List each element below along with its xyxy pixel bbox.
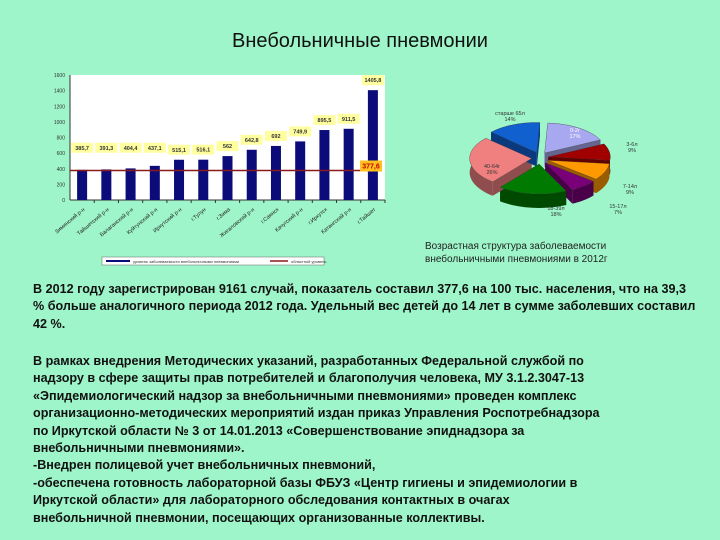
paragraph-line: организационно-методических мероприятий … [33,406,600,421]
y-tick-label: 200 [57,182,66,188]
data-label-bg [240,134,263,145]
pie-label: 3-6л [626,142,637,148]
data-label-bg [361,75,384,86]
pie-value-label: 7% [614,210,622,216]
bar [198,159,209,200]
pie-caption: Возрастная структура заболеваемости внеб… [425,241,608,265]
bar [222,156,233,200]
y-tick-label: 0 [62,198,65,204]
paragraph-line: по Иркутской области № 3 от 14.01.2013 «… [33,423,525,438]
paragraph-line: надзору в сфере защиты прав потребителей… [33,371,585,386]
bar [343,128,354,200]
bar-chart: 02004006008001000120014001600385,7Зиминс… [54,73,386,266]
x-tick-label: г.Саянск [260,207,280,226]
pie-slice [499,163,567,195]
paragraph-line: -Внедрен полицевой учет внебольничных пн… [33,458,376,473]
y-tick-label: 400 [57,167,66,173]
reference-label-bg [360,160,382,172]
bar [246,149,257,200]
data-label: 515,1 [172,148,186,154]
data-label-bg [264,130,287,141]
data-label: 1405,8 [364,78,381,84]
x-tick-label: г.Зима [216,206,233,222]
bar [77,169,88,200]
legend-label: уровень заболеваемости внебольничными пн… [133,259,239,264]
data-label: 391,3 [99,146,113,152]
paragraph-line: -обеспечена готовность лабораторной базы… [33,475,578,490]
bar [149,165,160,200]
data-label: 516,1 [196,148,210,154]
data-label: 749,9 [293,129,307,135]
slide-title: Внебольничные пневмонии [232,30,488,52]
data-label-bg [119,142,142,153]
bar [367,90,378,200]
paragraph-line: В рамках внедрения Методических указаний… [33,354,584,368]
paragraph-line: внебольничными пневмониями». [33,441,245,456]
pie-label: 0-2г [570,128,580,134]
data-label: 642,8 [245,138,259,144]
y-tick-label: 800 [57,136,66,142]
pie-slice [547,160,610,180]
pie-value-label: 18% [550,212,561,218]
paragraph-line: «Эпидемиологический надзор за внебольнич… [33,388,577,403]
pie-value-label: 9% [626,190,634,196]
data-label-bg [95,142,118,153]
bar [125,168,136,200]
data-label: 895,5 [318,118,332,124]
data-label-bg [143,142,166,153]
pie-label: 7-14л [623,184,637,190]
data-label-bg [192,144,215,155]
reference-label: 377,6 [362,164,380,171]
pie-label: 40-64г [484,164,500,170]
pie-slice-wall [536,122,540,167]
pie-label: 15-17л [609,204,626,210]
pie-label: 18-39л [547,206,564,212]
y-tick-label: 1400 [54,89,65,95]
bar [319,130,330,200]
data-label: 437,1 [148,146,162,152]
pie-slice-side [500,187,567,208]
data-label: 385,7 [75,146,89,152]
pie-value-label: 17% [569,134,580,140]
pie-slice [548,143,611,161]
data-label-bg [168,144,191,155]
paragraph-measures: В рамках внедрения Методических указаний… [33,353,698,527]
pie-slice [544,122,601,154]
data-label-bg [337,113,360,124]
y-tick-label: 1200 [54,104,65,110]
x-tick-label: г.Тулун [190,207,207,223]
bar [270,145,281,200]
bar [174,159,185,200]
paragraph-line: Иркутской области» для лабораторного обс… [33,493,510,508]
pie-value-label: 14% [504,117,515,123]
data-label-bg [289,126,312,137]
pie-slice [469,138,532,182]
data-label-bg [71,142,94,153]
paragraph-line: внебольничной пневмонии, посещающих орга… [33,510,485,525]
pie-value-label: 26% [486,170,497,176]
bar [101,169,112,200]
x-tick-label: г.Иркутск [307,207,329,227]
data-label-bg [216,141,239,152]
data-label: 692 [271,134,280,140]
data-label-bg [313,115,336,126]
data-label: 562 [223,144,232,150]
legend-box [101,256,325,266]
pie-label: старше 65л [495,111,525,117]
pie-slice [545,162,594,190]
paragraph-statistics: В 2012 году зарегистрирован 9161 случай,… [33,282,696,331]
data-label: 404,4 [124,146,139,152]
data-label: 911,5 [342,117,355,123]
pie-chart: 0-2г17%3-6л9%7-14л9%15-17л7%18-39л18%40-… [469,111,638,218]
pie-slice [490,122,541,153]
y-tick-label: 1000 [54,120,65,126]
x-tick-label: г.Тайшет [356,206,378,226]
y-tick-label: 1600 [54,73,65,79]
y-tick-label: 600 [57,151,66,157]
legend-label: областной уровень [291,259,327,264]
pie-value-label: 9% [628,148,636,154]
